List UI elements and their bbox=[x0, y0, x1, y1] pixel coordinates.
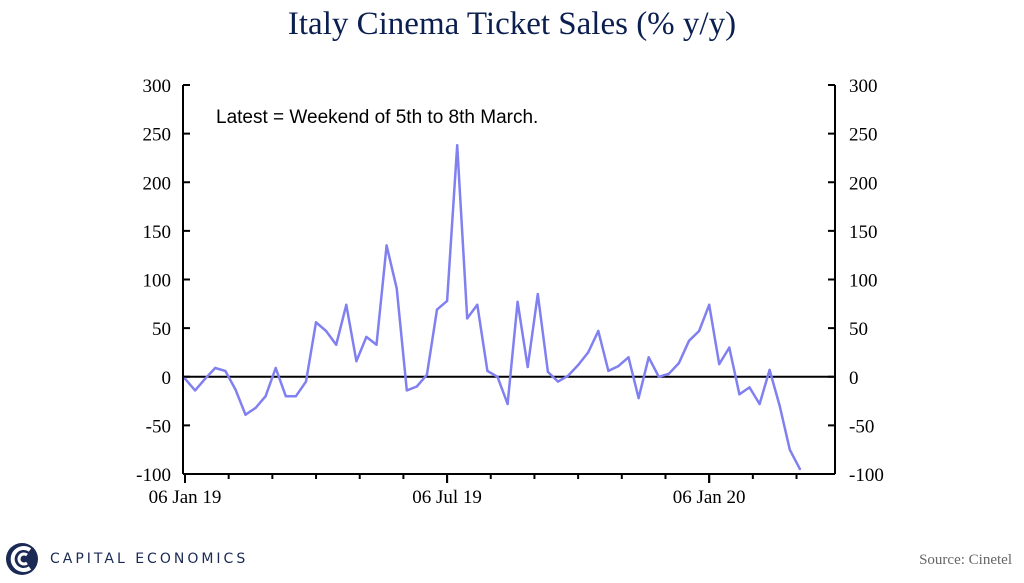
data-point bbox=[516, 300, 519, 304]
data-point bbox=[183, 377, 187, 380]
data-point bbox=[748, 386, 751, 389]
y-left-tick-label: -50 bbox=[146, 416, 171, 437]
data-point bbox=[637, 396, 640, 400]
y-right-tick-label: 250 bbox=[849, 125, 878, 146]
data-point bbox=[526, 365, 529, 369]
data-point bbox=[708, 303, 711, 306]
data-point bbox=[627, 356, 630, 359]
data-point bbox=[264, 395, 267, 398]
y-left-tick-label: 250 bbox=[143, 125, 172, 146]
data-point bbox=[788, 448, 791, 451]
series-group bbox=[183, 144, 802, 471]
y-right-tick-label: -50 bbox=[849, 416, 874, 437]
y-right-tick-label: 300 bbox=[849, 76, 878, 97]
y-right-tick-label: 0 bbox=[849, 368, 859, 389]
data-point bbox=[466, 317, 469, 320]
y-right-tick-label: 100 bbox=[849, 271, 878, 292]
y-left-tick-label: -100 bbox=[136, 465, 171, 486]
data-point bbox=[214, 366, 217, 370]
capital-economics-logo-icon bbox=[6, 543, 38, 575]
data-point bbox=[324, 329, 328, 333]
data-point bbox=[476, 303, 479, 306]
data-point bbox=[536, 292, 539, 296]
data-point bbox=[486, 369, 489, 373]
data-point bbox=[576, 363, 580, 367]
y-right-tick-label: 50 bbox=[849, 319, 868, 340]
data-point bbox=[375, 343, 378, 346]
data-point bbox=[365, 335, 368, 339]
data-point bbox=[546, 370, 550, 374]
data-point bbox=[456, 144, 459, 147]
data-point bbox=[758, 402, 761, 406]
x-tick-label: 06 Jul 19 bbox=[412, 487, 482, 508]
y-left-tick-label: 0 bbox=[162, 368, 172, 389]
data-point bbox=[768, 368, 771, 372]
data-point bbox=[687, 339, 691, 342]
x-tick-label: 06 Jan 20 bbox=[673, 487, 746, 508]
data-point bbox=[395, 287, 398, 290]
y-axis-left-ticks: 300 250 200 150 100 50 0 -50 -100 bbox=[136, 76, 190, 486]
capital-economics-logo: CAPITAL ECONOMICS bbox=[4, 540, 248, 578]
data-point bbox=[647, 356, 650, 359]
data-point bbox=[345, 303, 348, 306]
data-point bbox=[274, 366, 277, 370]
chart-title: Italy Cinema Ticket Sales (% y/y) bbox=[287, 6, 737, 42]
data-point bbox=[506, 402, 509, 406]
data-point bbox=[556, 380, 560, 383]
data-point bbox=[607, 369, 610, 373]
data-point bbox=[204, 377, 207, 380]
data-point bbox=[405, 389, 408, 392]
data-point bbox=[778, 404, 781, 408]
data-point bbox=[667, 372, 670, 375]
data-point bbox=[244, 413, 247, 416]
data-point bbox=[496, 375, 499, 378]
x-axis-ticks: 06 Jan 19 06 Jul 19 06 Jan 20 bbox=[149, 474, 798, 508]
series-line bbox=[184, 144, 802, 470]
x-tick-label: 06 Jan 19 bbox=[149, 487, 222, 508]
data-point bbox=[314, 321, 318, 324]
data-point bbox=[425, 373, 429, 376]
y-left-tick-label: 100 bbox=[143, 271, 172, 292]
data-point bbox=[597, 329, 600, 333]
data-point bbox=[355, 360, 358, 363]
source-note: Source: Cinetel bbox=[919, 552, 1012, 568]
data-point bbox=[587, 351, 590, 354]
y-left-tick-label: 300 bbox=[143, 76, 172, 97]
y-left-tick-label: 50 bbox=[152, 319, 171, 340]
data-point bbox=[798, 467, 802, 471]
data-point bbox=[728, 346, 731, 349]
data-point bbox=[415, 385, 418, 388]
data-point bbox=[294, 395, 298, 398]
data-point bbox=[718, 362, 721, 366]
y-right-tick-label: 200 bbox=[849, 173, 878, 194]
data-point bbox=[254, 406, 257, 410]
data-point bbox=[697, 329, 701, 333]
y-left-tick-label: 150 bbox=[143, 222, 172, 243]
data-point bbox=[677, 361, 681, 365]
data-point bbox=[335, 343, 338, 346]
y-axis-right-ticks: 300 250 200 150 100 50 0 -50 -100 bbox=[828, 76, 884, 486]
data-point bbox=[385, 244, 388, 247]
chart-annotation: Latest = Weekend of 5th to 8th March. bbox=[216, 107, 538, 128]
data-point bbox=[193, 389, 197, 392]
data-point bbox=[617, 364, 620, 368]
data-point bbox=[234, 388, 237, 391]
capital-economics-logo-text: CAPITAL ECONOMICS bbox=[50, 551, 249, 567]
y-left-tick-label: 200 bbox=[143, 173, 172, 194]
data-point bbox=[284, 395, 287, 398]
data-point bbox=[657, 375, 660, 378]
y-right-tick-label: -100 bbox=[849, 465, 884, 486]
y-right-tick-label: 150 bbox=[849, 222, 878, 243]
data-point bbox=[304, 380, 308, 383]
data-point bbox=[738, 393, 741, 396]
data-point bbox=[435, 308, 439, 311]
data-point bbox=[224, 369, 227, 373]
data-point bbox=[445, 299, 449, 303]
data-point bbox=[566, 374, 570, 377]
